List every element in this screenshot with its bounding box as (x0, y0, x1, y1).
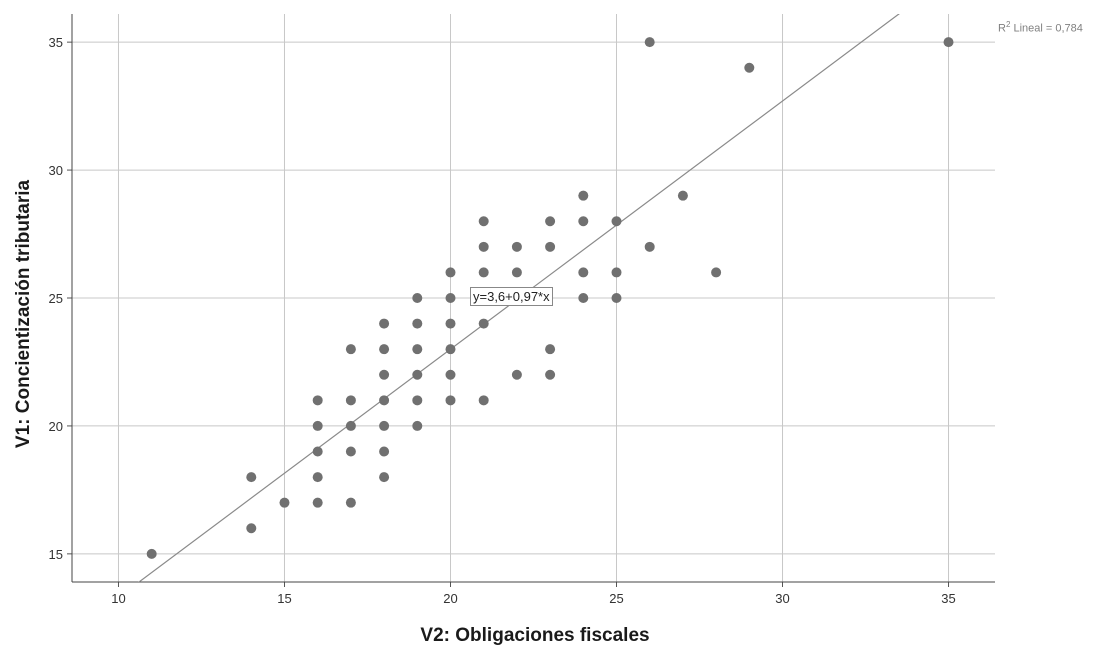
x-axis-label: V2: Obligaciones fiscales (420, 625, 650, 646)
data-point (545, 344, 556, 355)
data-point (478, 267, 489, 278)
data-point (312, 472, 323, 483)
data-point (312, 395, 323, 406)
y-tick-label: 25 (49, 291, 63, 306)
data-point (412, 395, 423, 406)
data-point (412, 420, 423, 431)
data-point (379, 446, 390, 457)
data-point (578, 293, 589, 303)
r2-superscript: 2 (1005, 20, 1011, 29)
data-point (611, 293, 622, 303)
data-point (478, 318, 489, 329)
y-tick-label: 30 (49, 163, 63, 178)
data-point (345, 497, 356, 508)
data-point (511, 369, 522, 380)
r2-prefix: R (998, 22, 1006, 35)
data-point (677, 190, 688, 201)
data-point (312, 420, 323, 431)
x-tick-label: 30 (775, 591, 789, 606)
data-point (246, 523, 257, 534)
data-point (744, 62, 755, 73)
data-point (412, 344, 423, 355)
data-point (445, 318, 456, 329)
x-tick-label: 25 (609, 591, 623, 606)
data-point (545, 369, 556, 380)
x-tick-label: 10 (111, 591, 125, 606)
data-point (611, 267, 622, 278)
data-point (445, 344, 456, 355)
x-tick-label: 35 (941, 591, 955, 606)
data-point (412, 293, 423, 303)
x-tick-label: 20 (443, 591, 457, 606)
fit-line (138, 14, 900, 582)
data-point (312, 497, 323, 508)
data-point (478, 395, 489, 406)
data-point (578, 190, 589, 201)
data-point (246, 472, 257, 483)
data-point (146, 548, 157, 559)
data-point (412, 318, 423, 329)
data-point (445, 267, 456, 278)
x-tick-label: 15 (277, 591, 291, 606)
data-point (611, 216, 622, 227)
y-tick-label: 20 (49, 419, 63, 434)
data-point (379, 472, 390, 483)
y-tick-label: 35 (49, 35, 63, 50)
data-point (511, 241, 522, 252)
data-point (379, 344, 390, 355)
data-point (511, 267, 522, 278)
fit-equation-label: y=3,6+0,97*x (470, 287, 553, 306)
data-point (478, 241, 489, 252)
data-point (644, 241, 655, 252)
data-point (345, 420, 356, 431)
data-point (345, 395, 356, 406)
data-point (445, 293, 456, 303)
r2-value: Lineal = 0,784 (1010, 22, 1083, 35)
data-point (578, 216, 589, 227)
data-point (379, 395, 390, 406)
data-point (412, 369, 423, 380)
data-point (478, 216, 489, 227)
data-point (379, 318, 390, 329)
data-point (711, 267, 722, 278)
y-tick-label: 15 (49, 547, 63, 562)
data-point (445, 369, 456, 380)
data-point (379, 369, 390, 380)
r-squared-label: R2 Lineal = 0,784 (998, 20, 1083, 35)
data-point (578, 267, 589, 278)
data-point (345, 344, 356, 355)
data-point (379, 420, 390, 431)
data-point (943, 37, 954, 48)
data-point (545, 241, 556, 252)
data-point (545, 216, 556, 227)
y-axis-label: V1: Concientización tributaria (13, 179, 34, 449)
data-point (644, 37, 655, 48)
data-point (345, 446, 356, 457)
data-point (312, 446, 323, 457)
data-point (445, 395, 456, 406)
data-point (279, 497, 290, 508)
